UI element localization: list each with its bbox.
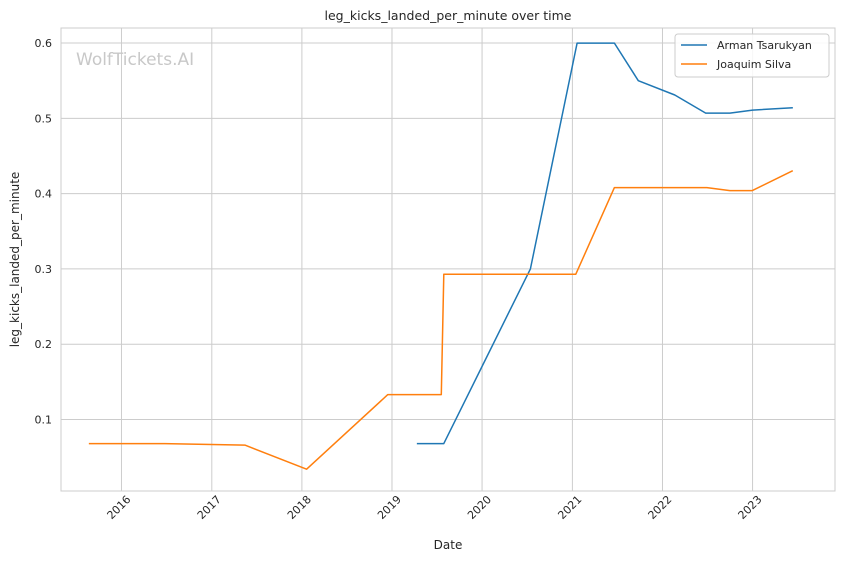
series-line-1 <box>416 42 793 445</box>
legend: Arman Tsarukyan Joaquim Silva <box>674 33 830 78</box>
y-tick-labels: 0.1 0.2 0.3 0.4 0.5 0.6 <box>35 37 53 426</box>
series-layer <box>88 42 794 470</box>
watermark: WolfTickets.AI <box>76 50 194 70</box>
y-axis-label: leg_kicks_landed_per_minute <box>8 172 22 348</box>
y-tick-label: 0.2 <box>35 338 53 351</box>
legend-label-1: Arman Tsarukyan <box>717 39 812 52</box>
y-tick-label: 0.5 <box>35 112 53 125</box>
y-tick-label: 0.6 <box>35 37 53 50</box>
y-tick-label: 0.4 <box>35 188 53 201</box>
y-tick-label: 0.3 <box>35 263 53 276</box>
legend-box <box>674 33 830 78</box>
legend-label-2: Joaquim Silva <box>716 58 791 71</box>
series-line-2 <box>88 169 794 470</box>
y-tick-label: 0.1 <box>35 413 53 426</box>
chart-title: leg_kicks_landed_per_minute over time <box>325 8 572 23</box>
x-axis-label: Date <box>434 538 463 552</box>
plot-area-frame <box>60 27 836 492</box>
